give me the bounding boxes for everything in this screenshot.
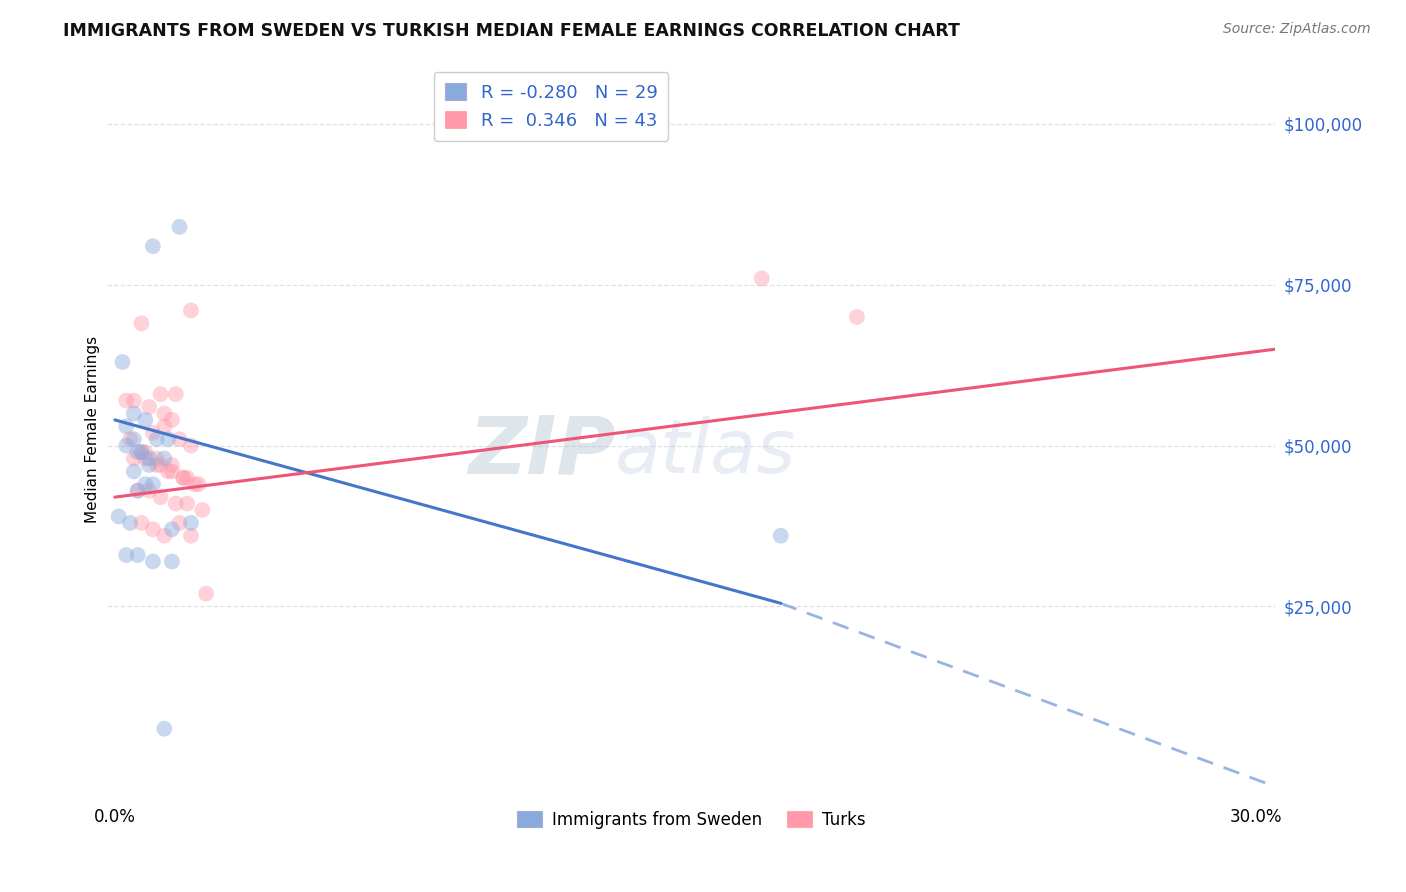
Point	[111, 355, 134, 369]
Point	[120, 432, 142, 446]
Point	[127, 548, 149, 562]
Y-axis label: Median Female Earnings: Median Female Earnings	[86, 336, 100, 523]
Point	[122, 464, 145, 478]
Point	[172, 471, 194, 485]
Point	[165, 387, 187, 401]
Point	[120, 516, 142, 530]
Point	[153, 529, 176, 543]
Point	[134, 413, 156, 427]
Point	[160, 413, 183, 427]
Text: atlas: atlas	[616, 416, 797, 488]
Point	[127, 445, 149, 459]
Point	[180, 516, 202, 530]
Point	[153, 419, 176, 434]
Point	[134, 477, 156, 491]
Point	[138, 458, 160, 472]
Point	[127, 483, 149, 498]
Point	[751, 271, 773, 285]
Point	[122, 407, 145, 421]
Point	[195, 587, 218, 601]
Point	[157, 464, 180, 478]
Point	[180, 529, 202, 543]
Point	[187, 477, 209, 491]
Point	[149, 490, 172, 504]
Point	[145, 458, 167, 472]
Point	[142, 522, 165, 536]
Point	[115, 393, 138, 408]
Point	[145, 432, 167, 446]
Point	[153, 451, 176, 466]
Point	[153, 722, 176, 736]
Point	[191, 503, 214, 517]
Point	[169, 219, 191, 234]
Point	[131, 516, 153, 530]
Point	[131, 317, 153, 331]
Point	[149, 458, 172, 472]
Point	[157, 432, 180, 446]
Legend: Immigrants from Sweden, Turks: Immigrants from Sweden, Turks	[510, 805, 872, 836]
Point	[115, 419, 138, 434]
Point	[138, 400, 160, 414]
Point	[107, 509, 129, 524]
Point	[184, 477, 207, 491]
Point	[138, 483, 160, 498]
Point	[131, 445, 153, 459]
Point	[176, 497, 198, 511]
Point	[176, 471, 198, 485]
Point	[122, 393, 145, 408]
Text: Source: ZipAtlas.com: Source: ZipAtlas.com	[1223, 22, 1371, 37]
Point	[160, 464, 183, 478]
Point	[134, 451, 156, 466]
Point	[138, 451, 160, 466]
Point	[142, 239, 165, 253]
Text: ZIP: ZIP	[468, 413, 616, 491]
Point	[149, 387, 172, 401]
Point	[172, 471, 194, 485]
Point	[769, 529, 792, 543]
Point	[142, 477, 165, 491]
Point	[145, 451, 167, 466]
Point	[134, 445, 156, 459]
Point	[115, 548, 138, 562]
Point	[160, 458, 183, 472]
Point	[165, 497, 187, 511]
Point	[153, 407, 176, 421]
Point	[122, 451, 145, 466]
Point	[169, 432, 191, 446]
Point	[180, 439, 202, 453]
Point	[160, 554, 183, 568]
Point	[180, 303, 202, 318]
Point	[845, 310, 868, 324]
Point	[122, 432, 145, 446]
Point	[115, 439, 138, 453]
Point	[142, 425, 165, 440]
Point	[127, 483, 149, 498]
Text: IMMIGRANTS FROM SWEDEN VS TURKISH MEDIAN FEMALE EARNINGS CORRELATION CHART: IMMIGRANTS FROM SWEDEN VS TURKISH MEDIAN…	[63, 22, 960, 40]
Point	[131, 445, 153, 459]
Point	[169, 516, 191, 530]
Point	[142, 554, 165, 568]
Point	[160, 522, 183, 536]
